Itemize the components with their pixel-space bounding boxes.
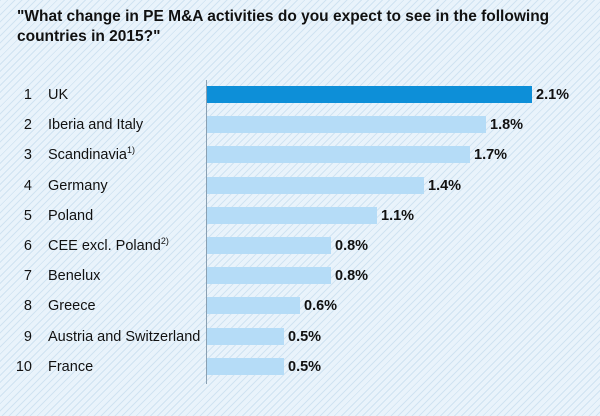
category-label: Greece <box>48 297 96 315</box>
bar <box>207 328 284 345</box>
bar <box>207 86 532 103</box>
row-rank: 3 <box>23 147 32 163</box>
bar <box>207 358 284 375</box>
row-rank: 2 <box>23 117 32 133</box>
value-label: 1.4% <box>428 178 462 194</box>
category-label: Iberia and Italy <box>48 116 143 134</box>
row-rank: 5 <box>23 208 32 224</box>
bar <box>207 177 424 194</box>
value-label: 0.8% <box>335 268 369 284</box>
value-label: 1.7% <box>474 147 508 163</box>
row-rank: 1 <box>23 87 32 103</box>
chart-baseline <box>206 80 207 384</box>
footnote-marker: 2) <box>160 236 169 246</box>
category-label-text: Germany <box>48 178 108 194</box>
chart-title: "What change in PE M&A activities do you… <box>17 7 587 47</box>
chart-title-line-1: "What change in PE M&A activities do you… <box>17 8 550 25</box>
row-rank: 7 <box>23 268 32 284</box>
row-rank: 6 <box>23 238 32 254</box>
value-label: 0.6% <box>304 298 338 314</box>
bar <box>207 297 300 314</box>
category-label-text: Benelux <box>48 268 101 284</box>
bar <box>207 146 470 163</box>
row-rank: 9 <box>23 329 32 345</box>
row-rank: 8 <box>23 298 32 314</box>
bar <box>207 237 331 254</box>
bar <box>207 116 486 133</box>
category-label: Scandinavia1) <box>48 146 135 164</box>
category-label: Benelux <box>48 267 100 285</box>
category-label-text: Poland <box>48 208 94 224</box>
category-label-text: Austria and Switzerland <box>48 329 201 345</box>
value-label: 2.1% <box>536 87 570 103</box>
footnote-marker: 1) <box>127 145 136 155</box>
category-label-text: Greece <box>48 298 96 314</box>
category-label-text: UK <box>48 87 69 103</box>
bar <box>207 207 377 224</box>
category-label-text: France <box>48 359 94 375</box>
category-label-text: CEE excl. Poland <box>48 238 161 254</box>
row-rank: 10 <box>15 359 32 375</box>
value-label: 0.8% <box>335 238 369 254</box>
category-label: CEE excl. Poland2) <box>48 237 169 255</box>
category-label-text: Iberia and Italy <box>48 117 144 133</box>
category-label: Austria and Switzerland <box>48 328 200 346</box>
value-label: 1.8% <box>490 117 524 133</box>
category-label: France <box>48 358 93 376</box>
category-label-text: Scandinavia <box>48 147 127 163</box>
category-label: UK <box>48 86 68 104</box>
value-label: 0.5% <box>288 359 322 375</box>
row-rank: 4 <box>23 178 32 194</box>
bar <box>207 267 331 284</box>
category-label: Poland <box>48 207 93 225</box>
chart-title-line-2: countries in 2015?" <box>17 28 161 45</box>
value-label: 1.1% <box>381 208 415 224</box>
value-label: 0.5% <box>288 329 322 345</box>
category-label: Germany <box>48 177 108 195</box>
